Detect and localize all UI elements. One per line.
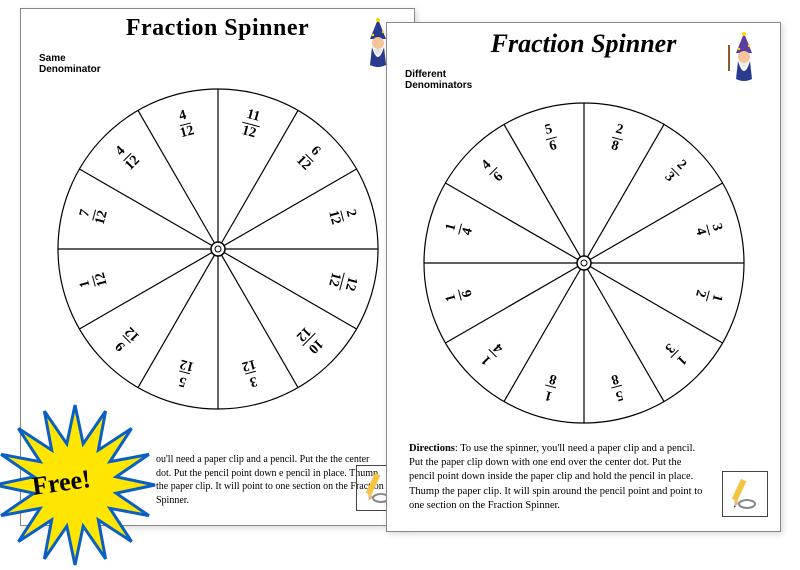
fraction-denominator: 12 (325, 271, 343, 288)
worksheet-back: Fraction Spinner Same Denominator 412111… (20, 8, 415, 526)
fraction-denominator: 12 (240, 355, 257, 373)
fraction-denominator: 8 (610, 370, 621, 386)
fraction-denominator: 3 (661, 340, 677, 356)
fraction-denominator: 6 (548, 138, 559, 154)
directions-label: Directions (409, 443, 455, 454)
fraction-numerator: 3 (246, 370, 261, 388)
worksheet-front: Fraction Spinner Different Denominators … (386, 22, 781, 532)
fraction-denominator: 6 (460, 288, 476, 299)
directions-back-partial: ou'll need a paper clip and a pencil. Pu… (156, 453, 386, 507)
spinner-back: 412111261221212121012312512912112712412 (21, 9, 416, 434)
fraction-denominator: 12 (178, 355, 195, 373)
fraction-numerator: 1 (706, 290, 724, 305)
fraction-denominator: 8 (548, 370, 559, 386)
pencil-box-front (722, 471, 768, 517)
fraction-denominator: 4 (460, 226, 476, 237)
fraction-denominator: 4 (692, 226, 708, 237)
fraction-numerator: 5 (612, 384, 627, 402)
directions-front: Directions: To use the spinner, you'll n… (409, 442, 704, 513)
fraction-denominator: 2 (692, 288, 708, 299)
fraction-denominator: 8 (610, 138, 621, 154)
spinner-front: 562823341213581814161446 (387, 23, 782, 448)
fraction-denominator: 12 (325, 209, 343, 226)
